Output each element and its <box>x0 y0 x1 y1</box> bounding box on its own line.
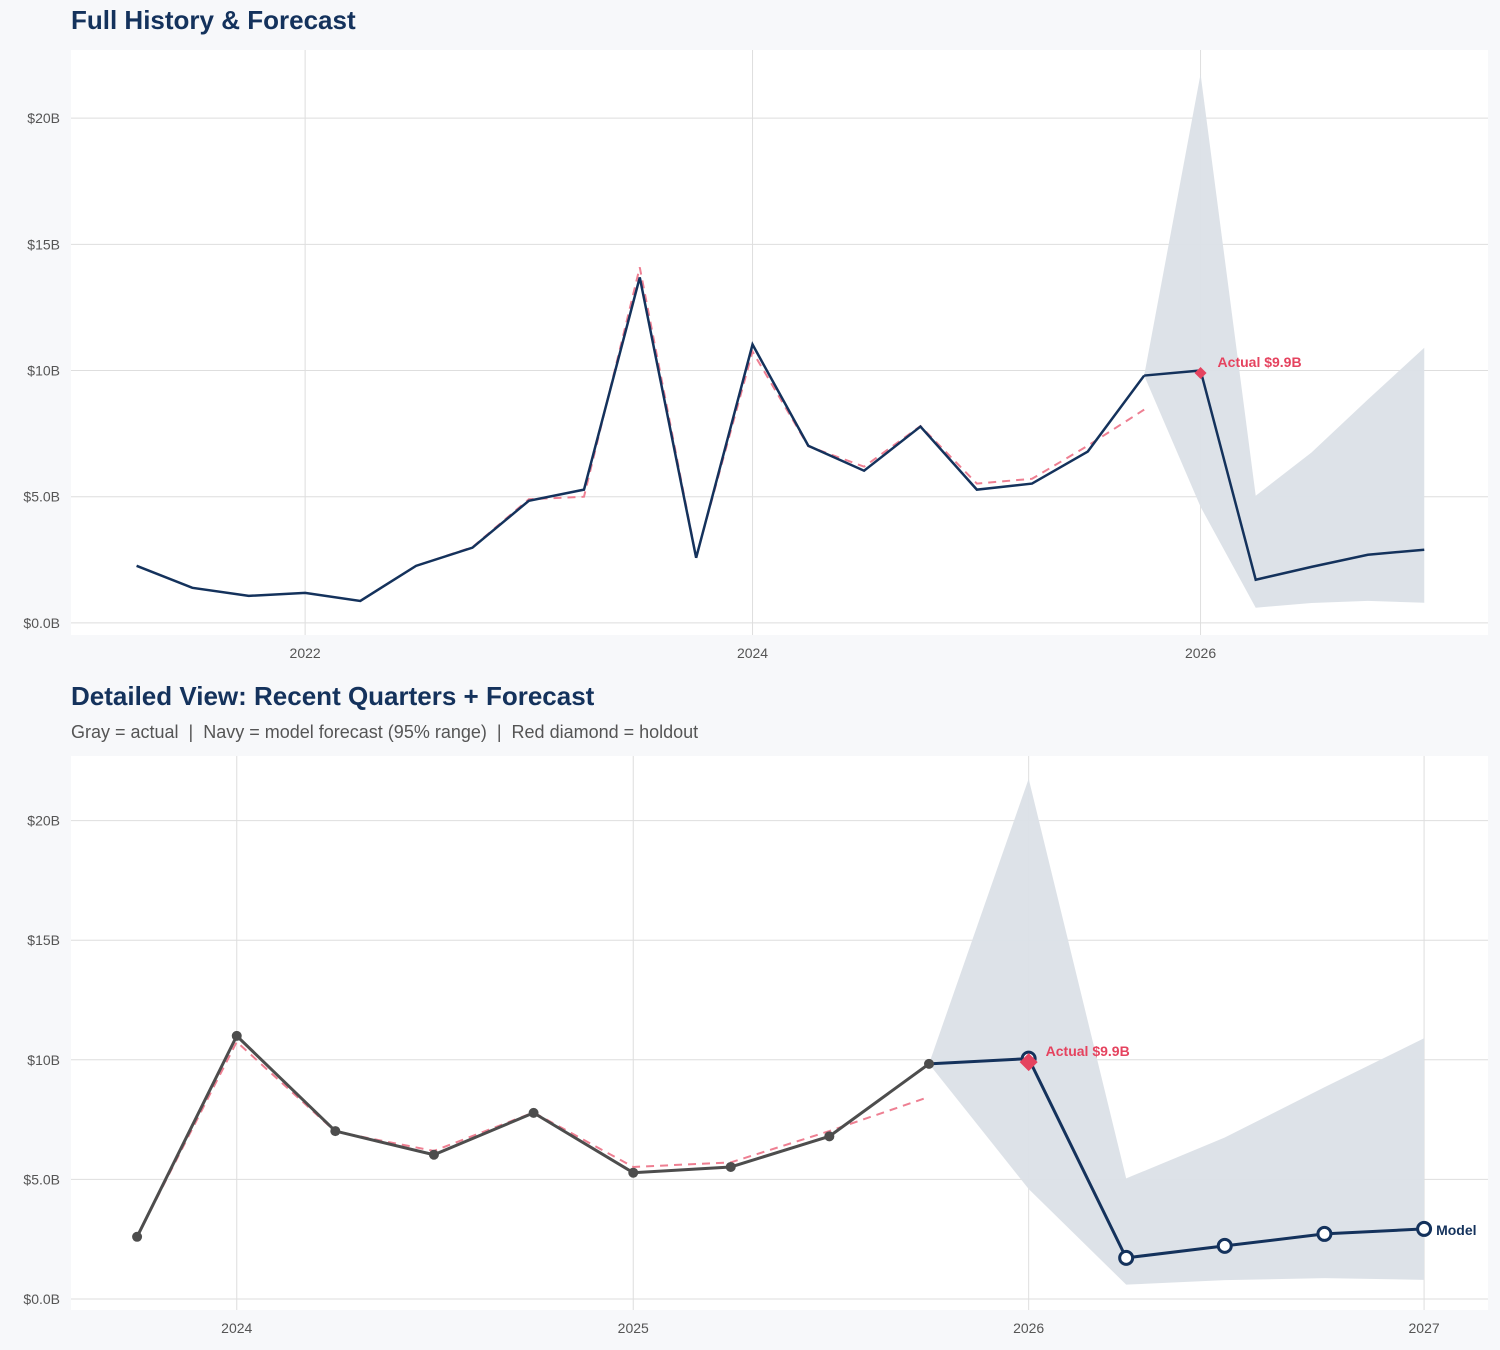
actual-point <box>924 1058 934 1069</box>
x-tick-label: 2022 <box>290 645 321 661</box>
y-tick-label: $5.0B <box>23 1171 60 1187</box>
y-tick-label: $0.0B <box>23 1291 60 1307</box>
chart-full-history: $0.0B $5.0B $10B $15B $20B 2022 2024 2026 Actual… <box>23 50 1488 661</box>
holdout-annotation: Actual $9.9B <box>1046 1043 1130 1059</box>
y-tick-label: $15B <box>27 932 60 948</box>
actual-point <box>428 1149 439 1160</box>
x-tick-label: 2026 <box>1185 645 1216 661</box>
forecast-point <box>1118 1249 1135 1266</box>
forecast-interval-band <box>929 778 1425 1285</box>
actual-point <box>725 1161 736 1172</box>
x-tick-label: 2026 <box>1013 1320 1044 1336</box>
chart-subtitle-2: Gray = actual | Navy = model forecast (9… <box>71 722 699 742</box>
chart-title-1: Full History & Forecast <box>71 5 356 35</box>
holdout-diamond <box>1194 367 1207 380</box>
actual-point <box>231 1030 242 1041</box>
x-tick-label: 2024 <box>221 1320 252 1336</box>
fitted-line <box>359 267 1145 602</box>
chart-title-2: Detailed View: Recent Quarters + Forecas… <box>71 681 595 711</box>
forecast-point <box>1316 1225 1333 1242</box>
forecast-interval-band <box>1144 73 1425 608</box>
actual-point <box>824 1131 835 1142</box>
y-tick-label: $0.0B <box>23 615 60 631</box>
y-tick-label: $20B <box>27 110 60 126</box>
y-tick-label: $10B <box>27 363 60 379</box>
forecast-point <box>1416 1220 1433 1237</box>
model-end-label: Model <box>1436 1222 1476 1238</box>
forecast-line <box>1144 369 1425 582</box>
x-tick-label: 2027 <box>1409 1320 1440 1336</box>
holdout-annotation: Actual $9.9B <box>1218 354 1302 370</box>
x-tick-label: 2024 <box>737 645 768 661</box>
actual-point <box>132 1231 143 1242</box>
holdout-diamond <box>1019 1053 1038 1072</box>
actual-line <box>136 277 1146 603</box>
y-tick-label: $5.0B <box>23 489 60 505</box>
actual-point <box>528 1107 539 1118</box>
forecast-line <box>928 1057 1425 1260</box>
y-tick-label: $20B <box>27 813 60 829</box>
forecast-point <box>1216 1237 1233 1254</box>
x-tick-label: 2025 <box>618 1320 649 1336</box>
y-tick-label: $10B <box>27 1052 60 1068</box>
y-tick-label: $15B <box>27 236 60 252</box>
actual-point <box>330 1126 341 1137</box>
actual-point <box>628 1167 639 1178</box>
